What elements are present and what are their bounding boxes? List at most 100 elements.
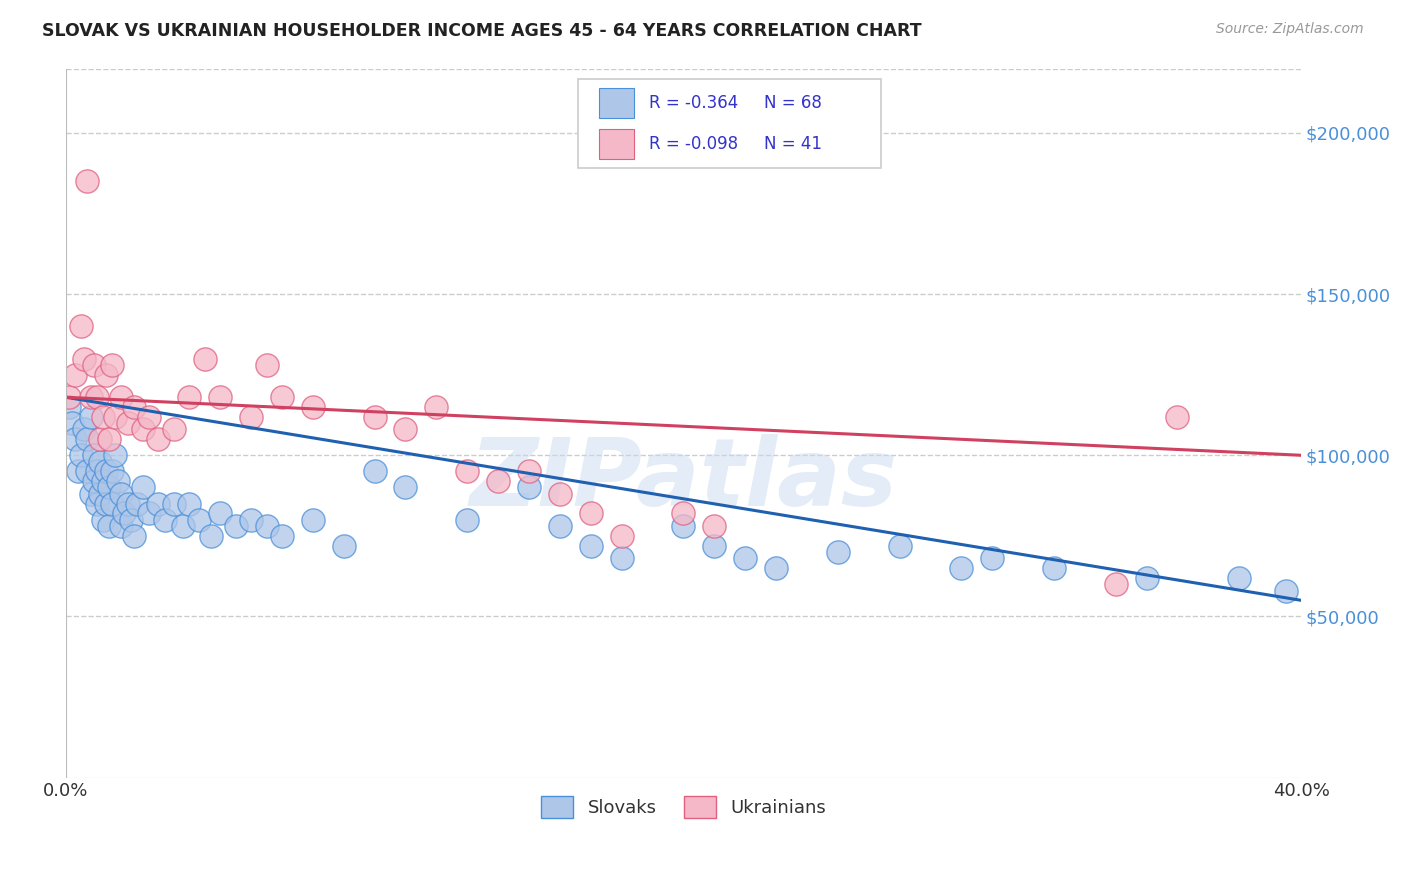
Legend: Slovaks, Ukrainians: Slovaks, Ukrainians (533, 789, 834, 825)
Point (1043, 561, 1066, 575)
Point (79, 409, 101, 424)
Text: SLOVAK VS UKRAINIAN HOUSEHOLDER INCOME AGES 45 - 64 YEARS CORRELATION CHART: SLOVAK VS UKRAINIAN HOUSEHOLDER INCOME A… (42, 22, 922, 40)
Point (98, 481, 121, 495)
Point (122, 529, 145, 543)
Point (256, 519, 278, 533)
Point (101, 464, 124, 478)
Point (486, 474, 509, 488)
Point (332, 539, 354, 553)
Point (456, 464, 478, 478)
Point (63, 432, 86, 446)
Point (98, 519, 121, 533)
Point (138, 409, 160, 424)
Point (548, 487, 571, 501)
Point (271, 390, 294, 404)
Point (1227, 571, 1250, 585)
Point (179, 390, 201, 404)
Point (225, 519, 247, 533)
Point (194, 351, 217, 366)
Point (579, 506, 602, 520)
Point (83, 474, 105, 488)
Point (114, 506, 136, 520)
Point (240, 409, 263, 424)
FancyBboxPatch shape (578, 79, 882, 168)
Point (73, 422, 96, 436)
Point (58, 390, 80, 404)
Point (76, 464, 98, 478)
Point (60, 416, 83, 430)
Point (117, 416, 139, 430)
Point (1166, 409, 1188, 424)
Point (63, 368, 86, 382)
Point (94, 464, 117, 478)
Point (110, 390, 132, 404)
Point (79, 390, 101, 404)
Point (610, 551, 633, 566)
Point (86, 497, 108, 511)
Point (67, 464, 90, 478)
Point (1105, 577, 1128, 591)
Point (76, 174, 98, 188)
Point (889, 539, 911, 553)
Point (672, 506, 695, 520)
Point (610, 529, 633, 543)
Text: N = 68: N = 68 (763, 94, 821, 112)
Point (91, 474, 114, 488)
Point (76, 432, 98, 446)
Point (363, 409, 385, 424)
Point (120, 513, 142, 527)
Point (86, 464, 108, 478)
Point (79, 487, 101, 501)
Point (125, 497, 148, 511)
Point (256, 358, 278, 372)
Point (200, 529, 222, 543)
Point (1136, 571, 1159, 585)
Point (98, 432, 121, 446)
Point (240, 513, 263, 527)
Point (456, 513, 478, 527)
Point (1274, 583, 1296, 598)
Text: N = 41: N = 41 (763, 135, 821, 153)
Point (70, 319, 93, 334)
Point (132, 481, 155, 495)
Point (117, 497, 139, 511)
Point (302, 513, 325, 527)
Point (827, 545, 849, 559)
Point (110, 519, 132, 533)
Point (579, 539, 602, 553)
Point (70, 448, 93, 462)
Point (107, 474, 129, 488)
Point (104, 448, 127, 462)
Point (187, 513, 209, 527)
Text: R = -0.364: R = -0.364 (648, 94, 738, 112)
Point (517, 481, 540, 495)
Point (153, 513, 176, 527)
Point (73, 351, 96, 366)
Point (394, 422, 416, 436)
Point (271, 529, 294, 543)
Bar (599, 88, 634, 118)
Point (734, 551, 756, 566)
Point (101, 358, 124, 372)
Point (83, 448, 105, 462)
Point (548, 519, 571, 533)
Point (91, 513, 114, 527)
Point (209, 390, 232, 404)
Point (94, 368, 117, 382)
Point (138, 506, 160, 520)
Text: Source: ZipAtlas.com: Source: ZipAtlas.com (1216, 22, 1364, 37)
Point (163, 422, 186, 436)
Point (91, 409, 114, 424)
Point (363, 464, 385, 478)
Point (179, 497, 201, 511)
Point (517, 464, 540, 478)
Point (209, 506, 232, 520)
Point (172, 519, 194, 533)
Point (425, 400, 447, 414)
Text: ZIPatlas: ZIPatlas (470, 434, 897, 525)
Point (83, 358, 105, 372)
Point (110, 487, 132, 501)
Point (86, 390, 108, 404)
Point (148, 432, 170, 446)
Text: R = -0.098: R = -0.098 (648, 135, 738, 153)
